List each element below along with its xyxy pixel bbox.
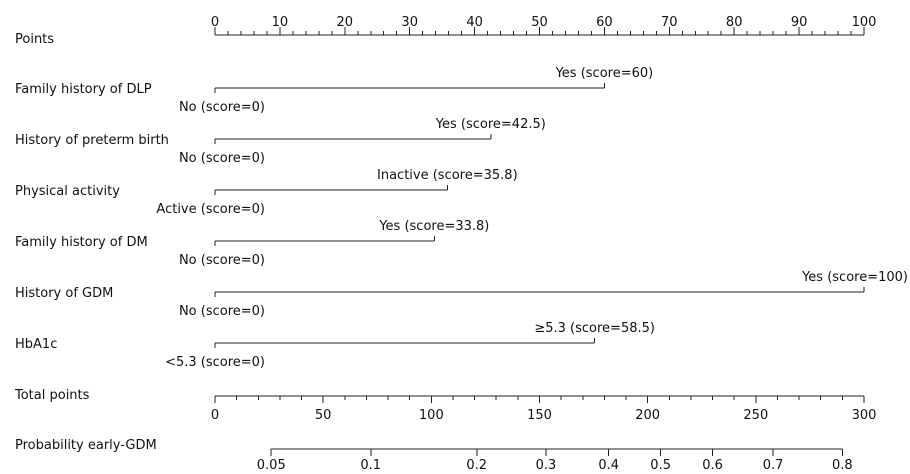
probability-tick-label: 0.4 xyxy=(598,458,619,473)
total-points-tick-label: 250 xyxy=(743,408,768,423)
variable-high-label-history-of-gdm: Yes (score=100) xyxy=(801,270,908,285)
variable-label-physical-activity: Physical activity xyxy=(15,184,120,199)
variable-low-label-history-of-preterm-birth: No (score=0) xyxy=(179,151,265,166)
points-tick-label: 10 xyxy=(272,15,289,30)
variable-low-label-physical-activity: Active (score=0) xyxy=(156,202,265,217)
variable-low-label-family-history-of-dm: No (score=0) xyxy=(179,253,265,268)
points-tick-label: 20 xyxy=(337,15,354,30)
points-tick-label: 50 xyxy=(531,15,548,30)
points-tick-label: 100 xyxy=(852,15,877,30)
probability-tick-label: 0.8 xyxy=(832,458,853,473)
points-tick-label: 30 xyxy=(401,15,418,30)
variable-low-label-history-of-gdm: No (score=0) xyxy=(179,304,265,319)
total-points-tick-label: 0 xyxy=(211,408,219,423)
variable-label-family-history-of-dm: Family history of DM xyxy=(15,235,148,250)
variable-label-hba1c: HbA1c xyxy=(15,337,57,352)
variable-low-label-hba1c: <5.3 (score=0) xyxy=(165,355,265,370)
probability-tick-label: 0.05 xyxy=(257,458,286,473)
total-points-tick-label: 150 xyxy=(527,408,552,423)
variable-high-label-family-history-of-dlp: Yes (score=60) xyxy=(555,66,654,81)
points-tick-label: 0 xyxy=(211,15,219,30)
variable-high-label-family-history-of-dm: Yes (score=33.8) xyxy=(378,219,489,234)
variable-high-label-physical-activity: Inactive (score=35.8) xyxy=(377,168,518,183)
total-points-axis-label: Total points xyxy=(14,388,90,403)
total-points-tick-label: 50 xyxy=(315,408,332,423)
variable-high-label-hba1c: ≥5.3 (score=58.5) xyxy=(534,321,655,336)
probability-tick-label: 0.6 xyxy=(702,458,723,473)
points-axis-label: Points xyxy=(15,32,54,47)
variable-label-family-history-of-dlp: Family history of DLP xyxy=(15,82,152,97)
total-points-tick-label: 200 xyxy=(635,408,660,423)
points-tick-label: 90 xyxy=(791,15,808,30)
variable-label-history-of-gdm: History of GDM xyxy=(15,286,113,301)
total-points-tick-label: 100 xyxy=(419,408,444,423)
probability-axis-label: Probability early-GDM xyxy=(15,438,157,453)
variable-low-label-family-history-of-dlp: No (score=0) xyxy=(179,100,265,115)
points-tick-label: 70 xyxy=(661,15,678,30)
total-points-tick-label: 300 xyxy=(852,408,877,423)
variable-high-label-history-of-preterm-birth: Yes (score=42.5) xyxy=(435,117,546,132)
probability-tick-label: 0.2 xyxy=(466,458,487,473)
probability-tick-label: 0.1 xyxy=(360,458,381,473)
probability-tick-label: 0.5 xyxy=(650,458,671,473)
probability-tick-label: 0.3 xyxy=(536,458,557,473)
variable-label-history-of-preterm-birth: History of preterm birth xyxy=(15,133,169,148)
points-tick-label: 80 xyxy=(726,15,743,30)
points-tick-label: 40 xyxy=(466,15,483,30)
points-tick-label: 60 xyxy=(596,15,613,30)
probability-tick-label: 0.7 xyxy=(763,458,784,473)
